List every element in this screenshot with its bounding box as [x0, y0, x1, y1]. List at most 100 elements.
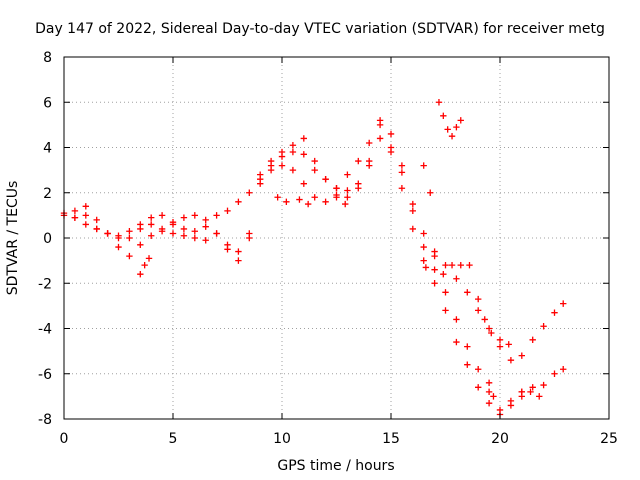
data-point-track-f — [342, 200, 349, 208]
data-point-track-a — [518, 352, 525, 359]
data-point-track-d — [481, 316, 488, 323]
data-point-track-b — [278, 162, 286, 169]
data-point-track-b — [453, 338, 460, 346]
data-point-track-a — [464, 289, 471, 296]
data-point-track-e — [440, 112, 447, 120]
data-point-track-c — [344, 194, 351, 201]
data-point-track-c — [180, 225, 188, 233]
data-point-track-b — [202, 223, 209, 230]
data-point-track-a — [235, 198, 242, 205]
x-tick-label: 5 — [169, 431, 178, 447]
data-point-track-b — [431, 280, 438, 287]
data-point-track-a — [496, 343, 504, 350]
data-point-track-b — [485, 399, 493, 407]
data-point-track-a — [82, 212, 89, 219]
data-point-track-c — [246, 234, 253, 242]
x-tick-label: 10 — [273, 431, 291, 447]
chart-title: Day 147 of 2022, Sidereal Day-to-day VTE… — [35, 21, 605, 37]
y-tick-label: 6 — [43, 95, 52, 111]
data-point-track-a — [224, 207, 231, 215]
y-tick-label: 2 — [43, 186, 52, 202]
x-axis-title: GPS time / hours — [277, 458, 394, 474]
data-point-track-b — [235, 248, 242, 255]
data-point-track-d — [457, 261, 464, 269]
data-point-track-c — [104, 230, 111, 237]
data-point-track-f — [485, 379, 493, 386]
data-point-track-b — [442, 307, 449, 314]
x-tick-label: 0 — [60, 431, 69, 447]
data-point-track-c — [71, 214, 79, 221]
data-point-track-a — [213, 212, 220, 219]
data-point-track-a — [560, 300, 567, 307]
data-point-track-f — [536, 393, 543, 400]
data-point-track-b — [398, 185, 406, 192]
data-point-track-f — [296, 196, 303, 203]
data-point-track-f — [518, 393, 525, 400]
data-point-track-b — [322, 198, 329, 205]
data-point-track-c — [485, 388, 493, 396]
data-point-track-a — [529, 336, 536, 344]
data-point-track-c — [169, 221, 177, 228]
y-tick-label: -2 — [38, 276, 52, 292]
data-point-track-c — [431, 266, 438, 273]
data-point-track-b — [267, 166, 275, 174]
data-point-track-f — [527, 388, 534, 396]
data-point-track-c — [137, 241, 144, 248]
data-point-track-c — [82, 203, 89, 210]
data-point-track-b — [355, 157, 362, 165]
data-point-track-b — [257, 180, 264, 187]
data-point-track-f — [274, 194, 281, 201]
y-tick-label: -8 — [38, 412, 52, 428]
data-point-track-c — [235, 257, 242, 264]
data-point-track-b — [420, 257, 427, 264]
data-point-track-c — [560, 366, 567, 373]
data-point-track-f — [490, 393, 497, 400]
data-point-track-b — [148, 221, 155, 228]
data-point-track-d — [431, 252, 438, 260]
data-point-track-a — [398, 169, 406, 176]
data-point-track-c — [257, 171, 264, 178]
data-point-track-d — [448, 261, 456, 269]
data-point-track-d — [440, 271, 447, 278]
y-tick-label: 4 — [43, 141, 52, 157]
data-point-track-c — [191, 234, 198, 242]
data-points — [60, 99, 567, 418]
data-point-track-b — [82, 221, 89, 228]
data-point-track-a — [420, 230, 427, 237]
data-point-track-c — [366, 157, 373, 165]
data-point-track-d — [505, 341, 512, 348]
data-point-track-b — [126, 234, 133, 242]
data-point-track-c — [507, 402, 515, 409]
data-point-track-f — [145, 255, 153, 262]
data-point-track-e — [444, 126, 451, 133]
data-point-track-b — [344, 171, 351, 178]
data-point-track-c — [148, 232, 155, 239]
data-point-track-c — [126, 252, 133, 260]
y-tick-label: 8 — [43, 50, 52, 66]
data-point-track-a — [540, 323, 547, 330]
data-point-track-e — [457, 117, 464, 124]
x-tick-label: 15 — [382, 431, 400, 447]
data-point-track-c — [278, 153, 286, 160]
data-point-track-d — [475, 295, 482, 303]
data-point-track-f — [304, 200, 312, 208]
y-tick-label: -6 — [38, 367, 52, 383]
x-tick-label: 20 — [491, 431, 509, 447]
data-point-track-b — [409, 225, 416, 233]
data-point-track-b — [366, 139, 373, 147]
data-point-track-a — [71, 207, 79, 215]
data-point-track-a — [485, 325, 493, 332]
data-point-track-b — [115, 232, 122, 239]
data-point-track-c — [529, 384, 536, 391]
data-point-track-a — [453, 275, 460, 282]
data-point-track-c — [300, 135, 307, 142]
y-tick-label: 0 — [43, 231, 52, 247]
data-point-track-e — [453, 123, 460, 131]
data-point-track-c — [224, 246, 231, 253]
data-point-track-c — [202, 237, 209, 244]
data-point-track-b — [169, 230, 177, 237]
data-point-track-c — [213, 230, 220, 237]
data-point-track-b — [93, 225, 100, 233]
